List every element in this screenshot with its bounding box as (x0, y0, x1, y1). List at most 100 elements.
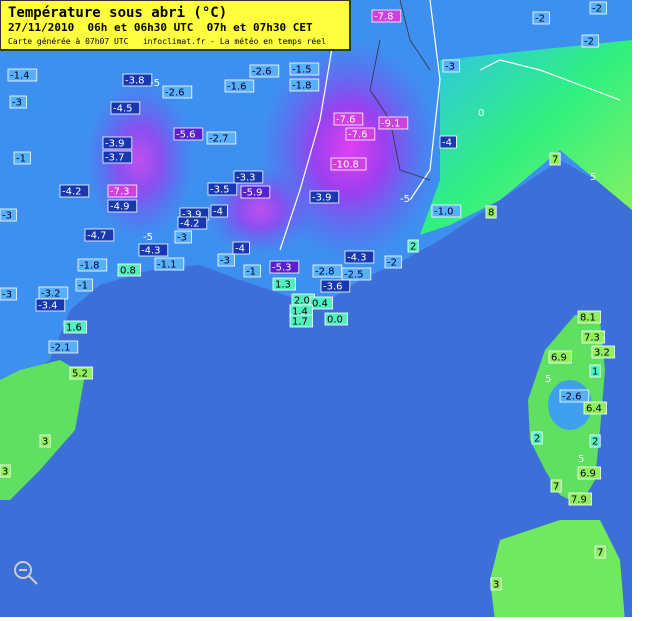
station-value: -3.9 (312, 193, 332, 204)
station-value: -5.6 (176, 130, 196, 141)
sardinia (490, 520, 625, 621)
station-box (324, 312, 349, 326)
station-value: -9.1 (381, 119, 401, 130)
station-value: 0.8 (120, 266, 136, 277)
station-box (371, 9, 402, 23)
station-box (490, 577, 502, 591)
station-value: 6.4 (586, 404, 602, 415)
station-box (531, 431, 543, 445)
isoline-label: -5 (150, 78, 160, 89)
station-box (177, 216, 208, 230)
station-value: -3 (2, 211, 12, 222)
station-box (589, 1, 607, 15)
station-box (207, 182, 238, 196)
station-box (233, 170, 264, 184)
station-value: -3.3 (236, 173, 256, 184)
station-box (559, 389, 590, 403)
station-box (309, 296, 334, 310)
station-box (591, 345, 616, 359)
station-box (345, 127, 376, 141)
station-box (384, 255, 402, 269)
station-value: 3 (493, 580, 499, 591)
station-value: -1.0 (434, 207, 454, 218)
station-value: -1.5 (292, 65, 312, 76)
station-value: -1 (16, 154, 26, 165)
station-box (9, 95, 27, 109)
station-value: 3 (42, 437, 48, 448)
station-value: -3 (177, 233, 187, 244)
station-box (162, 85, 193, 99)
station-box (309, 190, 340, 204)
station-value: -5.9 (243, 188, 263, 199)
station-box (550, 479, 562, 493)
station-value: 7 (552, 155, 558, 166)
isoline-label: 5 (578, 454, 584, 465)
station-box (107, 199, 138, 213)
warm-zone (420, 40, 632, 235)
station-box (589, 434, 601, 448)
station-box (594, 545, 606, 559)
station-box (224, 79, 255, 93)
station-box (35, 298, 66, 312)
station-box (583, 401, 608, 415)
station-box (84, 228, 115, 242)
station-box (77, 258, 108, 272)
station-value: -1.6 (227, 82, 247, 93)
station-value: -1.4 (10, 71, 30, 82)
station-value: 1.3 (275, 280, 291, 291)
station-box (289, 62, 320, 76)
station-box (581, 34, 599, 48)
margin (632, 0, 646, 621)
station-value: 8 (488, 208, 494, 219)
station-box (330, 157, 367, 171)
station-box (13, 151, 31, 165)
spain-coast (0, 360, 85, 500)
station-value: 8.1 (580, 313, 596, 324)
note: Carte générée à 07h07 UTC infoclimat.fr … (8, 36, 326, 46)
station-box (138, 243, 169, 257)
station-box (0, 208, 17, 222)
station-value: -1 (246, 267, 256, 278)
station-value: -4.3 (347, 253, 367, 264)
station-box (549, 152, 561, 166)
station-box (63, 320, 88, 334)
station-box (102, 136, 133, 150)
station-value: -2.8 (315, 267, 335, 278)
station-box (548, 350, 573, 364)
station-value: -7.6 (336, 115, 356, 126)
station-box (269, 260, 300, 274)
station-value: -3 (445, 62, 455, 73)
station-box (173, 127, 204, 141)
station-value: 6.9 (580, 469, 596, 480)
station-value: 0.0 (327, 315, 343, 326)
station-value: 3.2 (594, 348, 610, 359)
station-box (439, 135, 457, 149)
station-value: -2.1 (51, 343, 71, 354)
station-value: 0.4 (312, 299, 328, 310)
station-value: 1 (592, 367, 598, 378)
station-value: -3.2 (41, 289, 61, 300)
station-value: -4.2 (180, 219, 200, 230)
station-value: 1.4 (292, 307, 308, 318)
station-value: -4.7 (87, 231, 107, 242)
station-box (0, 287, 17, 301)
station-box (75, 278, 93, 292)
zoom-icon[interactable] (14, 561, 38, 585)
station-value: -4.3 (141, 246, 161, 257)
station-box (122, 73, 153, 87)
isoline-label: 5 (545, 374, 551, 385)
station-box (289, 314, 314, 328)
station-value: -2.6 (252, 67, 272, 78)
station-box (577, 310, 602, 324)
station-value: -4.2 (62, 187, 82, 198)
station-box (249, 64, 280, 78)
station-value: -3 (2, 290, 12, 301)
station-value: -1 (78, 281, 88, 292)
station-value: 2 (592, 437, 598, 448)
title: Température sous abri (°C) (8, 5, 227, 21)
station-value: -2.6 (165, 88, 185, 99)
station-box (69, 366, 94, 380)
station-box (117, 263, 142, 277)
station-value: -4.9 (110, 202, 130, 213)
